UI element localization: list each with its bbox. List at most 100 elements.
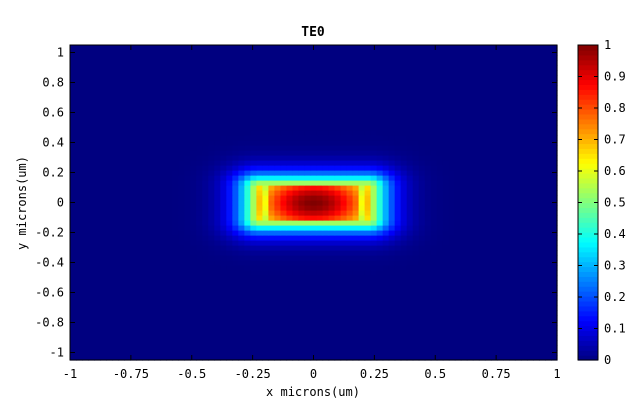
heatmap-cell xyxy=(508,90,516,96)
heatmap-cell xyxy=(508,230,516,236)
heatmap-cell xyxy=(190,60,197,66)
heatmap-cell xyxy=(214,170,221,176)
heatmap-cell xyxy=(478,270,486,276)
heatmap-cell xyxy=(382,145,390,151)
heatmap-cell xyxy=(508,345,516,351)
heatmap-cell xyxy=(304,215,312,221)
heatmap-cell xyxy=(460,65,468,71)
heatmap-cell xyxy=(418,105,426,111)
heatmap-cell xyxy=(250,90,257,96)
heatmap-cell xyxy=(316,195,324,201)
heatmap-cell xyxy=(442,250,450,256)
heatmap-cell xyxy=(334,215,342,221)
heatmap-cell xyxy=(244,135,251,141)
heatmap-cell xyxy=(304,260,312,266)
heatmap-cell xyxy=(304,235,312,241)
heatmap-cell xyxy=(268,325,276,331)
heatmap-cell xyxy=(478,320,486,326)
heatmap-cell xyxy=(544,65,552,71)
heatmap-cell xyxy=(370,115,378,121)
heatmap-cell xyxy=(478,80,486,86)
heatmap-cell xyxy=(358,340,366,346)
heatmap-cell xyxy=(166,130,173,136)
heatmap-cell xyxy=(454,75,462,81)
heatmap-cell xyxy=(166,310,173,316)
heatmap-cell xyxy=(454,215,462,221)
heatmap-cell xyxy=(364,165,372,171)
heatmap-cell xyxy=(100,55,107,61)
heatmap-cell xyxy=(496,95,504,101)
heatmap-cell xyxy=(178,150,185,156)
heatmap-cell xyxy=(448,165,456,171)
heatmap-cell xyxy=(202,95,209,101)
heatmap-cell xyxy=(304,190,312,196)
heatmap-cell xyxy=(334,230,342,236)
heatmap-cell xyxy=(118,105,125,111)
heatmap-cell xyxy=(406,305,414,311)
heatmap-cell xyxy=(460,270,468,276)
heatmap-cell xyxy=(154,220,161,226)
heatmap-cell xyxy=(352,265,360,271)
heatmap-cell xyxy=(322,245,330,251)
heatmap-cell xyxy=(544,180,552,186)
heatmap-cell xyxy=(502,120,510,126)
heatmap-cell xyxy=(316,345,324,351)
heatmap-cell xyxy=(142,150,149,156)
heatmap-cell xyxy=(70,215,77,221)
heatmap-cell xyxy=(166,325,173,331)
heatmap-cell xyxy=(424,335,432,341)
heatmap-cell xyxy=(112,245,119,251)
heatmap-cell xyxy=(520,145,528,151)
heatmap-cell xyxy=(514,250,522,256)
heatmap-cell xyxy=(130,355,137,361)
heatmap-cell xyxy=(484,275,492,281)
heatmap-cell xyxy=(286,150,294,156)
heatmap-cell xyxy=(424,110,432,116)
heatmap-cell xyxy=(244,130,251,136)
heatmap-cell xyxy=(226,70,233,76)
heatmap-cell xyxy=(514,335,522,341)
heatmap-cell xyxy=(268,250,276,256)
heatmap-cell xyxy=(532,95,540,101)
heatmap-cell xyxy=(178,355,185,361)
heatmap-cell xyxy=(316,125,324,131)
heatmap-cell xyxy=(178,290,185,296)
heatmap-cell xyxy=(520,75,528,81)
heatmap-cell xyxy=(130,125,137,131)
heatmap-cell xyxy=(100,120,107,126)
heatmap-cell xyxy=(514,175,522,181)
heatmap-cell xyxy=(436,110,444,116)
heatmap-cell xyxy=(490,190,498,196)
heatmap-cell xyxy=(322,110,330,116)
heatmap-cell xyxy=(112,250,119,256)
heatmap-cell xyxy=(220,295,227,301)
heatmap-cell xyxy=(328,100,336,106)
heatmap-cell xyxy=(418,280,426,286)
heatmap-cell xyxy=(400,330,408,336)
heatmap-cell xyxy=(142,325,149,331)
heatmap-cell xyxy=(100,50,107,56)
heatmap-cell xyxy=(280,225,288,231)
heatmap-cell xyxy=(136,290,143,296)
heatmap-cell xyxy=(100,290,107,296)
heatmap-cell xyxy=(124,245,131,251)
heatmap-cell xyxy=(160,105,167,111)
heatmap-cell xyxy=(250,345,257,351)
heatmap-cell xyxy=(178,210,185,216)
heatmap-cell xyxy=(466,175,474,181)
heatmap-cell xyxy=(472,75,480,81)
heatmap-cell xyxy=(466,335,474,341)
heatmap-cell xyxy=(286,280,294,286)
heatmap-cell xyxy=(112,170,119,176)
heatmap-cell xyxy=(472,170,480,176)
heatmap-cell xyxy=(106,305,113,311)
heatmap-cell xyxy=(286,290,294,296)
heatmap-cell xyxy=(304,270,312,276)
heatmap-cell xyxy=(226,90,233,96)
heatmap-cell xyxy=(352,225,360,231)
heatmap-cell xyxy=(70,250,77,256)
heatmap-cell xyxy=(424,180,432,186)
heatmap-cell xyxy=(508,305,516,311)
heatmap-cell xyxy=(112,195,119,201)
heatmap-cell xyxy=(526,95,534,101)
